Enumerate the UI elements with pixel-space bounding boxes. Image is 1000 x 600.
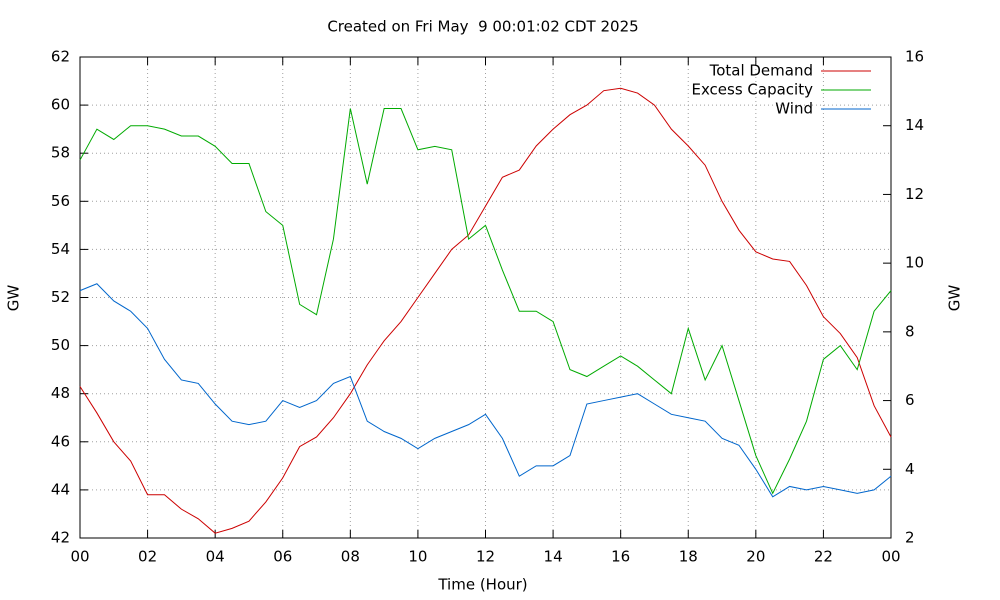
x-tick-label: 00 xyxy=(70,548,89,566)
y2-tick-label: 14 xyxy=(905,116,924,134)
y-tick-label: 48 xyxy=(51,384,70,402)
legend-label: Excess Capacity xyxy=(691,81,813,99)
x-tick-label: 02 xyxy=(138,548,157,566)
series-line xyxy=(79,87,892,534)
x-axis-label: Time (Hour) xyxy=(437,576,527,594)
x-tick-label: 08 xyxy=(341,548,360,566)
x-tick-label: 06 xyxy=(273,548,292,566)
y-tick-label: 50 xyxy=(51,336,70,354)
y2-tick-label: 2 xyxy=(905,529,915,547)
y2-tick-label: 12 xyxy=(905,185,924,203)
y2-tick-label: 16 xyxy=(905,48,924,66)
y-tick-label: 52 xyxy=(51,288,70,306)
y-axis-label: GW xyxy=(5,285,23,312)
y-tick-label: 44 xyxy=(51,480,70,498)
y-tick-label: 56 xyxy=(51,192,70,210)
y2-tick-label: 8 xyxy=(905,322,915,340)
x-tick-label: 14 xyxy=(544,548,563,566)
y-tick-label: 42 xyxy=(51,529,70,547)
x-tick-label: 16 xyxy=(611,548,630,566)
x-tick-label: 12 xyxy=(476,548,495,566)
series-line xyxy=(79,108,892,495)
x-tick-label: 20 xyxy=(746,548,765,566)
y2-axis-label: GW xyxy=(946,285,964,312)
y2-tick-label: 10 xyxy=(905,254,924,272)
plot-border xyxy=(79,56,892,539)
y2-tick-label: 4 xyxy=(905,460,915,478)
y-tick-label: 46 xyxy=(51,432,70,450)
legend-label: Wind xyxy=(775,100,813,118)
y-tick-label: 54 xyxy=(51,240,70,258)
x-tick-label: 18 xyxy=(679,548,698,566)
x-tick-label: 10 xyxy=(408,548,427,566)
y-tick-label: 62 xyxy=(51,48,70,66)
series-line xyxy=(79,283,892,498)
x-tick-label: 04 xyxy=(206,548,225,566)
legend-label: Total Demand xyxy=(709,62,813,80)
y-tick-label: 58 xyxy=(51,144,70,162)
x-tick-label: 00 xyxy=(881,548,900,566)
x-tick-label: 22 xyxy=(814,548,833,566)
y-tick-label: 60 xyxy=(51,96,70,114)
chart-title: Created on Fri May 9 00:01:02 CDT 2025 xyxy=(327,18,638,36)
y2-tick-label: 6 xyxy=(905,391,915,409)
